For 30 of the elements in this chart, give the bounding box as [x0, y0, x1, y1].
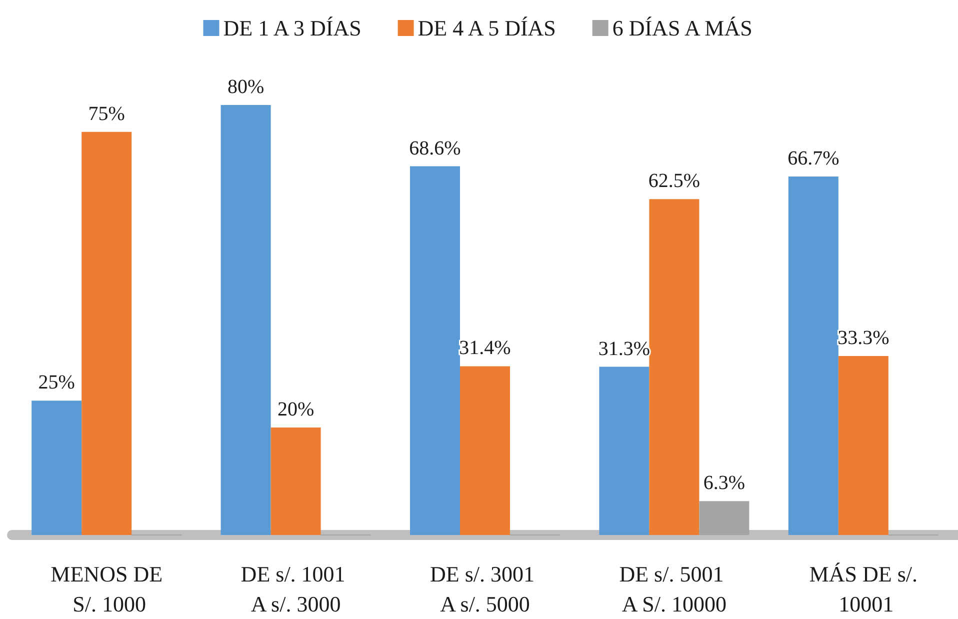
bar	[410, 166, 460, 535]
x-tick-label: MENOS DE S/. 1000	[50, 562, 163, 616]
data-label: 31.3%	[598, 338, 650, 360]
legend-label: 6 DÍAS A MÁS	[612, 16, 752, 40]
data-label: 33.3%	[838, 327, 890, 350]
data-label: 62.5%	[648, 170, 700, 192]
bar	[220, 105, 271, 535]
bar	[460, 366, 510, 535]
bar	[599, 366, 650, 535]
data-label: 66.7%	[788, 147, 840, 170]
bar	[649, 199, 700, 535]
data-label: 31.4%	[459, 337, 511, 360]
bar	[82, 132, 132, 535]
bar	[32, 400, 82, 535]
data-label: 80%	[227, 76, 264, 98]
data-label: 68.6%	[409, 137, 461, 160]
x-tick-label: MÁS DE s/. 10001	[809, 562, 918, 616]
data-label: 6.3%	[703, 472, 746, 494]
bar	[788, 176, 838, 535]
bar	[699, 501, 750, 535]
legend-label: DE 4 A 5 DÍAS	[418, 16, 556, 40]
x-tick-label: DE s/. 1001 A s/. 3000	[240, 562, 351, 616]
data-label: 25%	[38, 372, 75, 394]
legend-label: DE 1 A 3 DÍAS	[223, 16, 362, 40]
x-tick-label: DE s/. 5001 A S/. 10000	[619, 562, 730, 616]
data-label: 75%	[88, 102, 125, 125]
bar	[838, 356, 888, 535]
data-label: 20%	[277, 398, 314, 420]
bar	[270, 428, 321, 535]
x-tick-label: DE s/. 3001 A s/. 5000	[430, 562, 540, 616]
